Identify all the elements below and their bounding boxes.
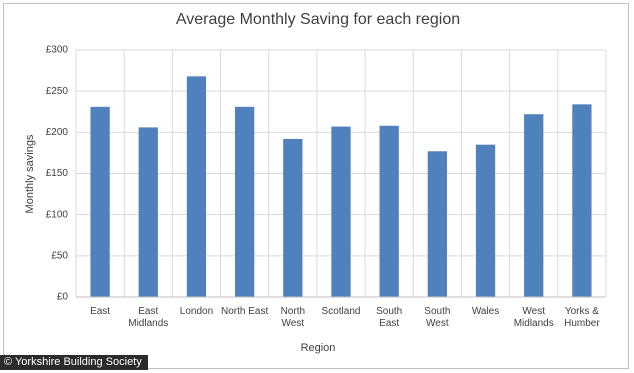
- y-tick-label: £100: [46, 209, 69, 220]
- x-tick-label: East: [90, 306, 111, 317]
- bar: [90, 106, 110, 297]
- y-tick-label: £300: [46, 45, 69, 56]
- bar: [427, 151, 447, 297]
- bar: [235, 106, 255, 297]
- y-tick-label: £200: [46, 127, 69, 138]
- credit: © Yorkshire Building Society: [0, 355, 148, 370]
- x-tick-label: North West: [280, 306, 306, 329]
- x-tick-label: North East: [221, 306, 269, 317]
- y-axis-label: Monthly savings: [24, 134, 36, 213]
- y-tick-label: £50: [51, 250, 68, 261]
- x-tick-label: Wales: [471, 306, 500, 317]
- y-tick-label: £250: [46, 86, 69, 97]
- bar: [283, 138, 303, 297]
- x-tick-label: Scotland: [321, 306, 361, 317]
- bar: [379, 125, 399, 297]
- x-tick-label: East Midlands: [128, 306, 169, 329]
- bar: [475, 144, 496, 297]
- x-tick-label: London: [179, 306, 214, 317]
- x-tick-label: West Midlands: [513, 306, 554, 329]
- bar: [331, 126, 351, 297]
- y-tick-label: £150: [46, 168, 69, 179]
- bar: [524, 114, 544, 297]
- bar: [186, 76, 207, 297]
- x-axis-label: Region: [301, 342, 336, 354]
- y-tick-label: £0: [57, 292, 69, 303]
- x-tick-label: Yorks & Humber: [564, 306, 600, 329]
- chart-title: Average Monthly Saving for each region: [176, 11, 460, 28]
- bar: [138, 127, 158, 297]
- x-tick-label: South East: [376, 306, 403, 329]
- chart-frame: [3, 3, 629, 369]
- x-tick-label: South West: [424, 306, 451, 329]
- bar: [572, 104, 592, 297]
